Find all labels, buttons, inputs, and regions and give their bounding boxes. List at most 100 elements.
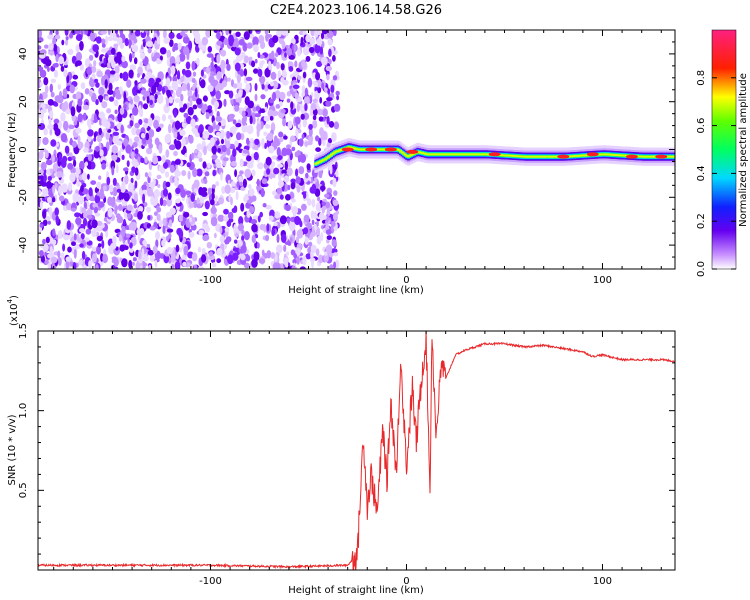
heatmap-cell bbox=[236, 74, 241, 83]
heatmap-ridge-cell bbox=[620, 154, 624, 157]
heatmap-cell bbox=[211, 145, 217, 155]
heatmap-cell bbox=[129, 30, 134, 36]
heatmap-cell bbox=[117, 150, 122, 158]
heatmap-cell bbox=[307, 198, 312, 206]
heatmap-cell bbox=[47, 196, 52, 203]
heatmap-cell bbox=[321, 206, 325, 214]
heatmap-cell bbox=[154, 40, 158, 48]
heatmap-cell bbox=[162, 188, 169, 197]
heatmap-cell bbox=[333, 121, 340, 130]
heatmap-cell bbox=[44, 259, 49, 265]
heatmap-cell bbox=[311, 219, 315, 225]
heatmap-cell bbox=[96, 235, 103, 242]
heatmap-ridge-cell bbox=[322, 159, 326, 161]
heatmap-cell bbox=[327, 38, 333, 46]
heatmap-ridge-cell bbox=[518, 155, 522, 158]
heatmap-cell bbox=[295, 37, 299, 43]
heatmap-cell bbox=[285, 194, 291, 201]
heatmap-cell bbox=[295, 236, 300, 244]
heatmap-cell bbox=[219, 35, 225, 41]
heatmap-cell bbox=[254, 138, 260, 145]
heatmap-cell bbox=[310, 30, 315, 37]
heatmap-cell bbox=[103, 57, 107, 66]
heatmap-cell bbox=[82, 112, 87, 121]
heatmap-cell bbox=[180, 31, 186, 36]
heatmap-cell bbox=[192, 71, 197, 77]
heatmap-cell bbox=[172, 46, 176, 53]
heatmap-cell bbox=[302, 255, 307, 266]
heatmap-cell bbox=[162, 224, 166, 234]
heatmap-cell bbox=[147, 249, 154, 256]
heatmap-cell bbox=[131, 52, 135, 59]
heatmap-cell bbox=[284, 257, 289, 262]
heatmap-ridge-cell bbox=[463, 153, 467, 156]
heatmap-cell bbox=[193, 188, 198, 193]
heatmap-cell bbox=[228, 90, 234, 99]
heatmap-cell bbox=[95, 99, 99, 106]
heatmap-cell bbox=[218, 197, 225, 205]
heatmap-cell bbox=[304, 141, 308, 147]
heatmap-cell bbox=[280, 63, 285, 71]
heatmap-cell bbox=[165, 149, 170, 158]
heatmap-cell bbox=[163, 161, 169, 169]
heatmap-cell bbox=[60, 252, 65, 260]
heatmap-cell bbox=[140, 89, 147, 95]
heatmap-cell bbox=[288, 66, 294, 72]
heatmap-cell bbox=[296, 103, 300, 113]
heatmap-cell bbox=[81, 250, 86, 260]
heatmap-cell bbox=[316, 235, 322, 245]
heatmap-cell bbox=[118, 234, 123, 242]
heatmap-cell bbox=[314, 43, 321, 54]
heatmap-cell bbox=[290, 101, 294, 110]
heatmap-cell bbox=[123, 192, 130, 202]
heatmap-cell bbox=[131, 261, 135, 266]
heatmap-cell bbox=[117, 112, 123, 123]
heatmap-cell bbox=[251, 60, 256, 68]
heatmap-cell bbox=[105, 35, 108, 45]
heatmap-ridge-cell bbox=[640, 155, 644, 158]
heatmap-cell bbox=[137, 72, 140, 78]
snr-xlabel: Height of straight line (km) bbox=[288, 585, 424, 596]
heatmap-cell bbox=[78, 237, 82, 244]
heatmap-cell bbox=[63, 101, 69, 110]
heatmap-cell bbox=[122, 71, 129, 82]
heatmap-cell bbox=[241, 110, 246, 118]
heatmap-cell bbox=[224, 184, 231, 194]
heatmap-peak bbox=[655, 154, 668, 159]
heatmap-cell bbox=[156, 94, 164, 104]
heatmap-ridge-cell bbox=[606, 153, 609, 156]
heatmap-cell bbox=[154, 211, 158, 216]
heatmap-cell bbox=[287, 184, 291, 191]
heatmap-cell bbox=[101, 38, 106, 45]
heatmap-cell bbox=[210, 61, 214, 68]
heatmap-cell bbox=[114, 109, 118, 115]
heatmap-cell bbox=[88, 91, 93, 97]
heatmap-cell bbox=[147, 117, 153, 127]
heatmap-cell bbox=[193, 32, 201, 40]
heatmap-cell bbox=[325, 65, 332, 72]
heatmap-cell bbox=[130, 98, 133, 105]
heatmap-cell bbox=[101, 239, 105, 249]
heatmap-cell bbox=[173, 108, 178, 118]
heatmap-cell bbox=[238, 216, 244, 226]
heatmap-cell bbox=[258, 34, 265, 45]
heatmap-cell bbox=[244, 168, 252, 178]
heatmap-ridge-cell bbox=[548, 155, 551, 158]
heatmap-cell bbox=[321, 56, 328, 66]
heatmap-cell bbox=[58, 185, 63, 195]
heatmap-cell bbox=[193, 179, 200, 189]
heatmap-ridge-cell bbox=[315, 162, 319, 164]
heatmap-cell bbox=[202, 95, 208, 102]
heatmap-ridge-cell bbox=[359, 148, 363, 151]
heatmap-ridge-cell bbox=[320, 159, 324, 162]
heatmap-cell bbox=[56, 171, 64, 178]
heatmap-ridge-cell bbox=[668, 155, 672, 158]
heatmap-ridge-cell bbox=[479, 153, 482, 156]
heatmap-cell bbox=[191, 96, 198, 102]
heatmap-cell bbox=[327, 138, 333, 144]
heatmap-cell bbox=[251, 169, 256, 177]
heatmap-cell bbox=[261, 84, 265, 90]
heatmap-cell bbox=[319, 97, 323, 104]
heatmap-cell bbox=[87, 154, 92, 162]
heatmap-ridge-cell bbox=[643, 155, 647, 158]
